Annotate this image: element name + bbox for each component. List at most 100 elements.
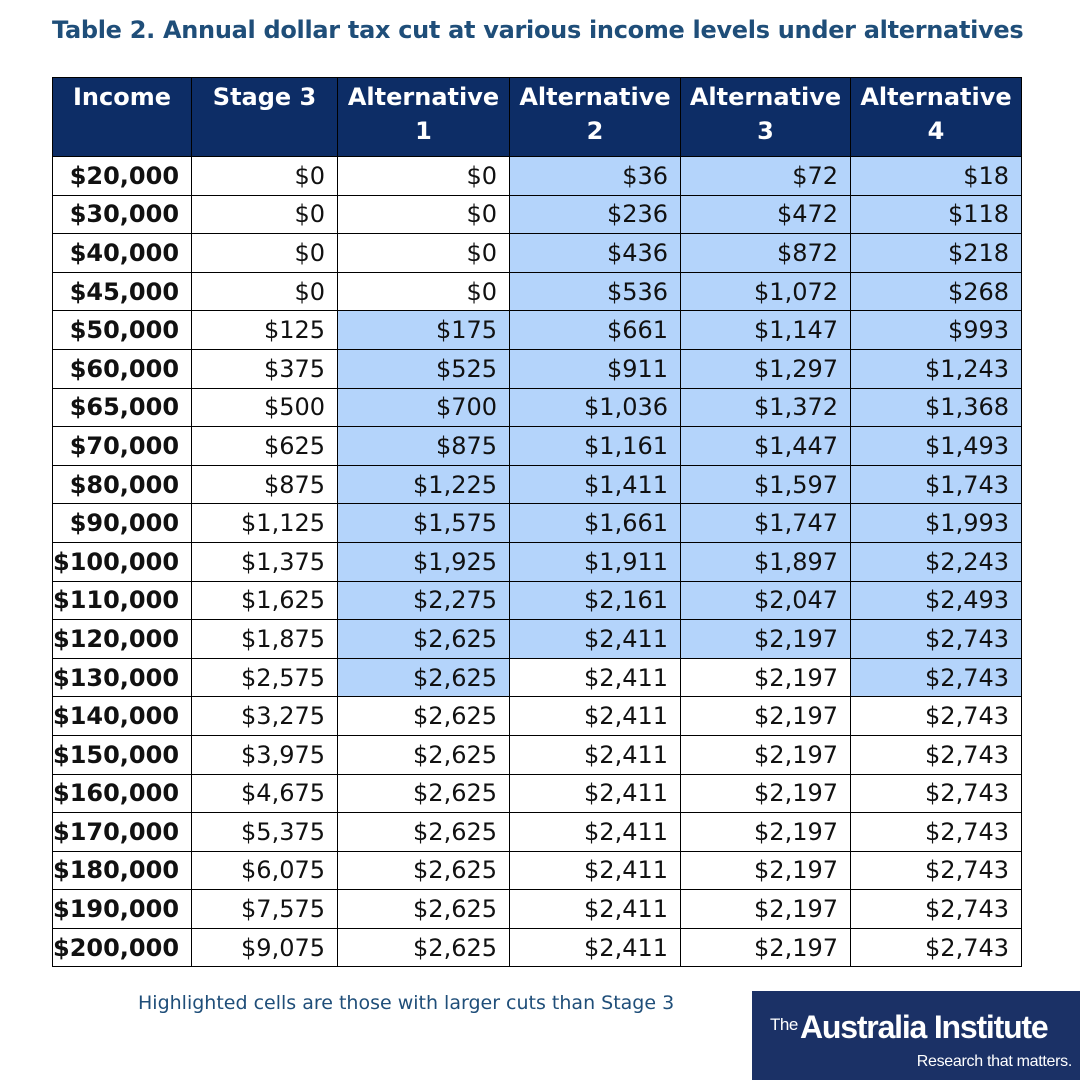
cell-alternative-1: $0 (337, 233, 511, 273)
header-stage-3: Stage 3 (191, 77, 339, 157)
cell-income: $100,000 (51, 541, 193, 582)
header-alternative-3: Alternative 3 (680, 77, 852, 157)
cell-alternative-4: $2,493 (850, 580, 1023, 621)
cell-alternative-1: $2,625 (337, 734, 511, 775)
table-row: $160,000 $4,675 $2,625 $2,411 $2,197 $2,743 (51, 773, 1023, 814)
cell-income: $20,000 (51, 156, 193, 196)
cell-stage-3: $1,125 (191, 503, 339, 543)
cell-stage-3: $7,575 (191, 889, 339, 929)
cell-alternative-4: $993 (850, 310, 1023, 350)
cell-alternative-1: $2,625 (337, 657, 511, 698)
cell-alternative-1: $2,625 (337, 812, 511, 852)
cell-alternative-4: $268 (850, 271, 1023, 312)
cell-income: $190,000 (51, 889, 193, 929)
cell-income: $70,000 (51, 426, 193, 466)
cell-alternative-4: $1,243 (850, 348, 1023, 389)
cell-alternative-2: $2,411 (509, 812, 682, 852)
cell-alternative-2: $2,411 (509, 734, 682, 775)
cell-stage-3: $3,975 (191, 734, 339, 775)
cell-stage-3: $9,075 (191, 927, 339, 968)
cell-income: $45,000 (51, 271, 193, 312)
cell-alternative-3: $1,897 (680, 541, 852, 582)
tax-cut-table: Income Stage 3 Alternative 1 Alternative… (51, 77, 1023, 968)
cell-alternative-1: $2,625 (337, 696, 511, 736)
cell-alternative-2: $2,411 (509, 657, 682, 698)
cell-income: $90,000 (51, 503, 193, 543)
table-row: $40,000 $0 $0 $436 $872 $218 (51, 233, 1023, 273)
cell-stage-3: $125 (191, 310, 339, 350)
cell-income: $65,000 (51, 387, 193, 428)
cell-alternative-1: $700 (337, 387, 511, 428)
cell-alternative-2: $2,411 (509, 889, 682, 929)
cell-stage-3: $2,575 (191, 657, 339, 698)
cell-stage-3: $6,075 (191, 850, 339, 891)
table-title: Table 2. Annual dollar tax cut at variou… (52, 16, 1024, 44)
cell-alternative-2: $1,161 (509, 426, 682, 466)
cell-income: $120,000 (51, 619, 193, 659)
cell-income: $50,000 (51, 310, 193, 350)
cell-alternative-3: $872 (680, 233, 852, 273)
cell-alternative-4: $2,243 (850, 541, 1023, 582)
cell-stage-3: $5,375 (191, 812, 339, 852)
cell-alternative-3: $472 (680, 194, 852, 235)
table-row: $130,000 $2,575 $2,625 $2,411 $2,197 $2,743 (51, 657, 1023, 698)
table-row: $90,000 $1,125 $1,575 $1,661 $1,747 $1,993 (51, 503, 1023, 543)
table-row: $120,000 $1,875 $2,625 $2,411 $2,197 $2,743 (51, 619, 1023, 659)
cell-income: $110,000 (51, 580, 193, 621)
cell-stage-3: $875 (191, 464, 339, 505)
table-header-row: Income Stage 3 Alternative 1 Alternative… (51, 77, 1023, 157)
cell-alternative-2: $2,411 (509, 927, 682, 968)
cell-alternative-4: $2,743 (850, 773, 1023, 814)
cell-alternative-2: $436 (509, 233, 682, 273)
cell-alternative-2: $1,911 (509, 541, 682, 582)
cell-stage-3: $625 (191, 426, 339, 466)
cell-alternative-3: $2,047 (680, 580, 852, 621)
cell-income: $180,000 (51, 850, 193, 891)
cell-alternative-4: $1,993 (850, 503, 1023, 543)
table-row: $50,000 $125 $175 $661 $1,147 $993 (51, 310, 1023, 350)
cell-alternative-1: $1,575 (337, 503, 511, 543)
logo-tagline: Research that matters. (916, 1053, 1073, 1070)
cell-alternative-2: $236 (509, 194, 682, 235)
cell-stage-3: $375 (191, 348, 339, 389)
header-alternative-2: Alternative 2 (509, 77, 682, 157)
cell-alternative-3: $2,197 (680, 696, 852, 736)
cell-alternative-4: $118 (850, 194, 1023, 235)
cell-income: $150,000 (51, 734, 193, 775)
australia-institute-logo: The Australia Institute Research that ma… (752, 991, 1080, 1080)
cell-alternative-3: $1,597 (680, 464, 852, 505)
cell-alternative-4: $18 (850, 156, 1023, 196)
table-row: $60,000 $375 $525 $911 $1,297 $1,243 (51, 348, 1023, 389)
cell-alternative-4: $2,743 (850, 734, 1023, 775)
cell-alternative-4: $2,743 (850, 696, 1023, 736)
cell-income: $140,000 (51, 696, 193, 736)
logo-the: The (770, 1015, 798, 1034)
cell-stage-3: $0 (191, 271, 339, 312)
cell-alternative-1: $875 (337, 426, 511, 466)
header-alternative-4: Alternative 4 (850, 77, 1023, 157)
table-row: $200,000 $9,075 $2,625 $2,411 $2,197 $2,743 (51, 927, 1023, 968)
cell-income: $200,000 (51, 927, 193, 968)
cell-alternative-3: $1,372 (680, 387, 852, 428)
cell-income: $40,000 (51, 233, 193, 273)
cell-stage-3: $1,875 (191, 619, 339, 659)
cell-alternative-3: $2,197 (680, 773, 852, 814)
table-row: $190,000 $7,575 $2,625 $2,411 $2,197 $2,743 (51, 889, 1023, 929)
cell-alternative-4: $2,743 (850, 812, 1023, 852)
cell-alternative-3: $2,197 (680, 657, 852, 698)
cell-alternative-2: $2,411 (509, 619, 682, 659)
cell-stage-3: $1,625 (191, 580, 339, 621)
cell-stage-3: $1,375 (191, 541, 339, 582)
cell-alternative-3: $1,147 (680, 310, 852, 350)
cell-alternative-1: $2,625 (337, 850, 511, 891)
cell-alternative-4: $2,743 (850, 619, 1023, 659)
cell-stage-3: $4,675 (191, 773, 339, 814)
cell-alternative-2: $1,036 (509, 387, 682, 428)
table-body: $20,000 $0 $0 $36 $72 $18 $30,000 $0 $0 $236 $472 $… (51, 156, 1023, 968)
table-row: $180,000 $6,075 $2,625 $2,411 $2,197 $2,743 (51, 850, 1023, 891)
cell-alternative-2: $2,411 (509, 773, 682, 814)
table-row: $30,000 $0 $0 $236 $472 $118 (51, 194, 1023, 235)
cell-alternative-2: $661 (509, 310, 682, 350)
cell-alternative-1: $0 (337, 156, 511, 196)
cell-stage-3: $0 (191, 156, 339, 196)
